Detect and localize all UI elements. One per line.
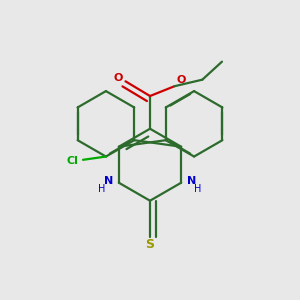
Text: O: O (114, 73, 123, 83)
Text: H: H (194, 184, 202, 194)
Text: O: O (176, 75, 186, 85)
Text: Cl: Cl (67, 157, 79, 166)
Text: N: N (104, 176, 113, 186)
Text: N: N (187, 176, 196, 186)
Text: H: H (98, 184, 106, 194)
Text: S: S (146, 238, 154, 251)
